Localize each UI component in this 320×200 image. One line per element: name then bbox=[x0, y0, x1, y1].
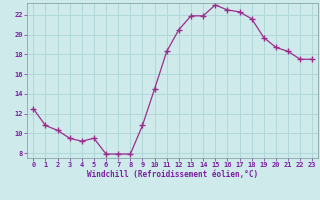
X-axis label: Windchill (Refroidissement éolien,°C): Windchill (Refroidissement éolien,°C) bbox=[87, 170, 258, 179]
